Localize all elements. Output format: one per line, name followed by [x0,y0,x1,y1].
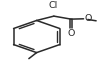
Text: O: O [67,29,74,38]
Text: Cl: Cl [49,1,58,10]
Text: O: O [84,14,91,23]
